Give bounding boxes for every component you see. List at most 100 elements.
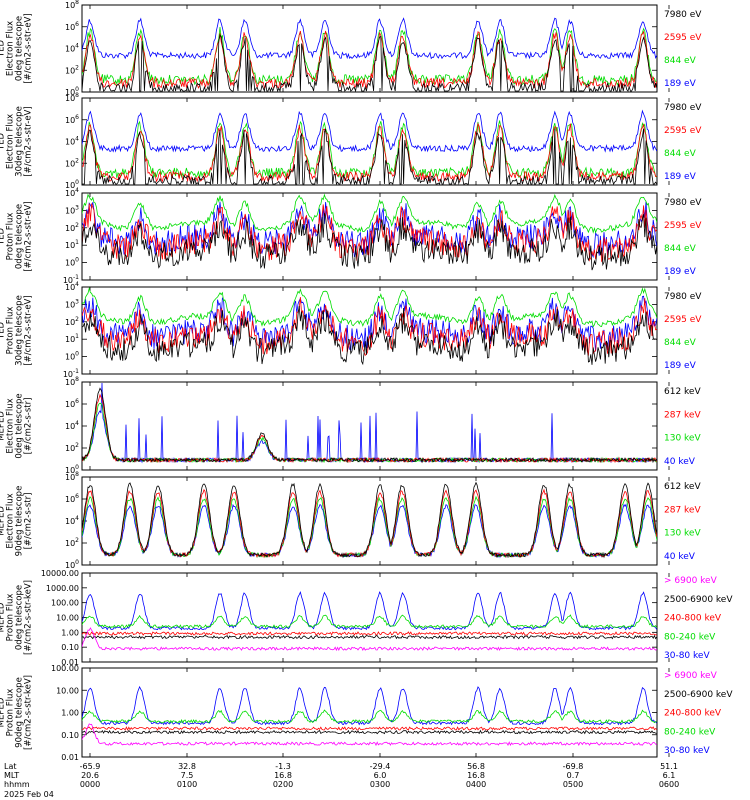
- y-tick-label: 108: [65, 0, 79, 10]
- legend-entry: 844 eV: [664, 338, 697, 348]
- y-tick-label: 0.01: [61, 658, 79, 667]
- y-tick-label: 10-1: [63, 368, 79, 379]
- x-tick-label: 7.5: [181, 771, 194, 780]
- series-group: [82, 591, 657, 652]
- y-tick-label: 102: [65, 316, 79, 327]
- y-tick-label: 102: [65, 442, 79, 453]
- panel-frame: [81, 4, 658, 93]
- series-line: [82, 591, 657, 631]
- series-line: [82, 109, 657, 153]
- y-tick-label: 102: [65, 222, 79, 233]
- y-tick-label: 100: [65, 257, 79, 268]
- y-tick-label: 106: [65, 21, 79, 32]
- y-tick-label: 104: [65, 515, 79, 526]
- series-line: [82, 203, 657, 263]
- x-tick-label: 16.8: [274, 771, 292, 780]
- legend-entry: 7980 eV: [664, 10, 702, 20]
- series-line: [82, 709, 657, 724]
- y-tick-label: 100.00: [51, 599, 79, 608]
- x-tick-label: -69.8: [563, 762, 584, 771]
- y-tick-label: 106: [65, 114, 79, 125]
- legend-entry: 844 eV: [664, 149, 697, 159]
- y-tick-label: 100: [65, 464, 79, 475]
- x-tick-label: 6.1: [663, 771, 676, 780]
- legend-entry: 189 eV: [664, 79, 697, 89]
- panel-frame: [81, 286, 658, 375]
- y-axis-label: MEPEDProton Flux90deg telescope[#/cm2-s-…: [0, 675, 34, 750]
- y-tick-label: 108: [65, 92, 79, 103]
- panel-6: 100 102 104 106 108 MEPEDElectron Flux90deg t…: [0, 471, 701, 570]
- series-group: [82, 109, 657, 185]
- panel-4: 10-1 100 101 102 103 104 TEDProton Flux30deg t…: [0, 281, 702, 379]
- y-tick-label: 104: [65, 43, 79, 54]
- series-line: [82, 193, 657, 234]
- y-tick-label: 103: [65, 298, 79, 309]
- y-tick-label: 100: [65, 351, 79, 362]
- legend-entry: 40 keV: [664, 457, 696, 467]
- legend-entry: 612 keV: [664, 387, 701, 397]
- series-line: [82, 382, 657, 464]
- legend-entry: 189 eV: [664, 172, 697, 182]
- series-group: [82, 193, 657, 271]
- series-line: [82, 627, 657, 652]
- panel-5: 100 102 104 106 108 MEPEDElectron Flux0deg te…: [0, 376, 701, 475]
- series-line: [82, 305, 657, 366]
- y-tick-label: 104: [65, 420, 79, 431]
- panel-frame: [81, 192, 658, 281]
- series-line: [82, 213, 657, 271]
- legend-entry: 844 eV: [664, 56, 697, 66]
- x-tick-label: 0200: [273, 780, 293, 789]
- y-tick-label: 10.00: [56, 614, 79, 623]
- legend-entry: 2500-6900 keV: [664, 595, 733, 605]
- legend-entry: 7980 eV: [664, 292, 702, 302]
- y-tick-label: 10-1: [63, 274, 79, 285]
- legend-entry: 30-80 keV: [664, 746, 710, 756]
- series-group: [82, 287, 657, 366]
- y-tick-label: 1.00: [61, 628, 79, 637]
- legend-entry: 40 keV: [664, 552, 696, 562]
- y-tick-label: 1000.00: [46, 584, 79, 593]
- x-tick-label: 32.8: [178, 762, 196, 771]
- series-line: [82, 495, 657, 559]
- legend-entry: 189 eV: [664, 361, 697, 371]
- legend-entry: 844 eV: [664, 244, 697, 254]
- y-tick-label: 0.01: [61, 753, 79, 762]
- panel-2: 100 102 104 106 108 TEDElectron Flux30deg tel…: [0, 92, 702, 190]
- y-axis-label: TEDProton Flux30deg telescope[#/cm2-s-st…: [0, 295, 34, 366]
- y-tick-label: 1.00: [61, 709, 79, 718]
- series-line: [82, 120, 657, 179]
- x-tick-label: 51.1: [660, 762, 678, 771]
- legend-entry: 7980 eV: [664, 103, 702, 113]
- series-line: [82, 287, 657, 328]
- x-row-label: Lat: [4, 762, 17, 771]
- x-tick-label: 6.0: [374, 771, 387, 780]
- legend-entry: 2595 eV: [664, 221, 702, 231]
- series-line: [82, 122, 657, 183]
- x-row-label: MLT: [4, 771, 19, 780]
- series-group: [82, 685, 657, 747]
- series-line: [82, 27, 657, 86]
- y-tick-label: 0.10: [61, 643, 79, 652]
- series-line: [82, 30, 657, 90]
- y-axis-label: MEPEDElectron Flux90deg telescope[#/cm2-…: [0, 486, 34, 557]
- legend-entry: 612 keV: [664, 482, 701, 492]
- series-line: [82, 297, 657, 356]
- y-axis-label: TEDElectron Flux0deg telescope[#/cm2-s-s…: [0, 13, 34, 83]
- panel-frame: [81, 476, 658, 566]
- series-line: [82, 614, 657, 629]
- series-line: [82, 634, 657, 640]
- y-axis-label: TEDElectron Flux30deg telescope[#/cm2-s-…: [0, 106, 34, 177]
- x-tick-label: 0600: [659, 780, 679, 789]
- y-axis-label: MEPEDProton Flux0deg telescope[#/cm2-s-s…: [0, 580, 34, 655]
- legend-entry: > 6900 keV: [664, 576, 718, 586]
- legend-entry: 30-80 keV: [664, 651, 710, 661]
- panel-1: 100 102 104 106 108 TEDElectron Flux0deg tele…: [0, 0, 702, 97]
- y-tick-label: 108: [65, 376, 79, 387]
- series-line: [82, 17, 657, 60]
- series-group: [82, 17, 657, 92]
- series-line: [82, 128, 657, 185]
- panel-8: 0.01 0.10 1.00 10.00 100.00 MEPEDProton Flux9…: [0, 664, 733, 762]
- y-tick-label: 104: [65, 281, 79, 292]
